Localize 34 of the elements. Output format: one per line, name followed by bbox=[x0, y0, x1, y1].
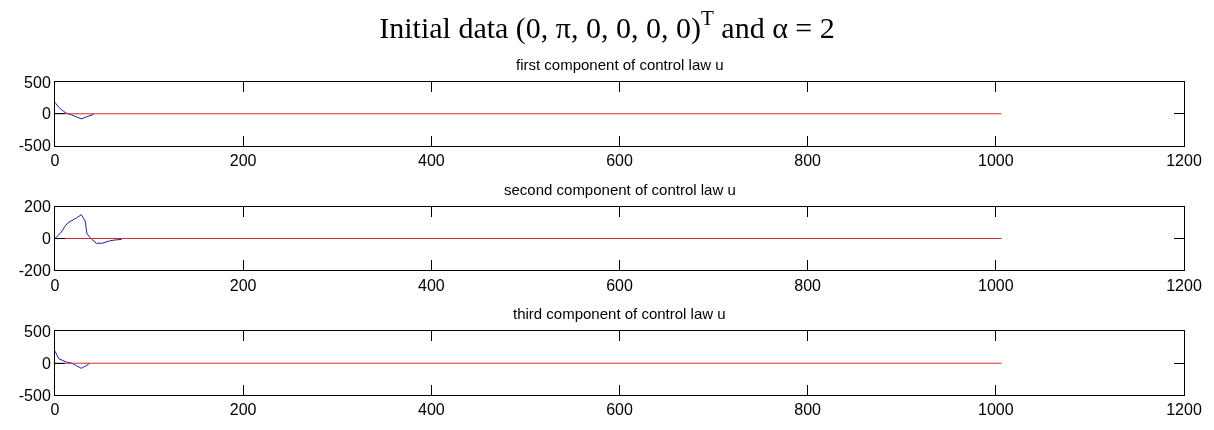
y-tick-label: -500 bbox=[18, 386, 51, 404]
x-tick-label: 1000 bbox=[978, 401, 1014, 419]
x-tick-label: 1200 bbox=[1166, 401, 1202, 419]
y-tick-label: 500 bbox=[24, 323, 51, 341]
x-tick-label: 600 bbox=[606, 276, 633, 294]
x-tick-label: 1000 bbox=[978, 151, 1014, 169]
x-tick-label: 400 bbox=[417, 151, 445, 169]
x-tick-label: 600 bbox=[606, 401, 633, 419]
chart-subtitle: first component of control law u bbox=[516, 56, 724, 73]
x-tick-label: 200 bbox=[229, 276, 257, 294]
chart-subtitle: second component of control law u bbox=[504, 181, 736, 198]
line-series bbox=[55, 350, 91, 369]
y-tick-label: 500 bbox=[24, 73, 51, 91]
x-tick-label: 800 bbox=[794, 276, 822, 294]
line-series bbox=[55, 214, 123, 244]
y-tick-label: 0 bbox=[41, 230, 51, 248]
chart-title: Initial data (0, π, 0, 0, 0, 0)$^{T}$ and α = 2 bbox=[379, 5, 835, 45]
x-tick-label: 400 bbox=[417, 276, 445, 294]
x-tick-label: 200 bbox=[229, 401, 257, 419]
x-tick-label: 1000 bbox=[978, 276, 1014, 294]
line-series bbox=[55, 101, 95, 120]
x-tick-label: 800 bbox=[794, 151, 822, 169]
x-tick-label: 200 bbox=[229, 151, 257, 169]
x-tick-label: 1200 bbox=[1166, 276, 1202, 294]
y-tick-label: 0 bbox=[41, 354, 51, 372]
y-tick-label: -500 bbox=[18, 137, 51, 155]
y-tick-label: -200 bbox=[18, 261, 51, 279]
x-tick-label: 600 bbox=[606, 151, 633, 169]
chart-subtitle: third component of control law u bbox=[513, 305, 726, 322]
x-tick-label: 800 bbox=[794, 401, 822, 419]
y-tick-label: 0 bbox=[41, 105, 51, 123]
x-tick-label: 400 bbox=[417, 401, 445, 419]
y-tick-label: 200 bbox=[24, 198, 51, 216]
x-tick-label: 1200 bbox=[1166, 151, 1202, 169]
